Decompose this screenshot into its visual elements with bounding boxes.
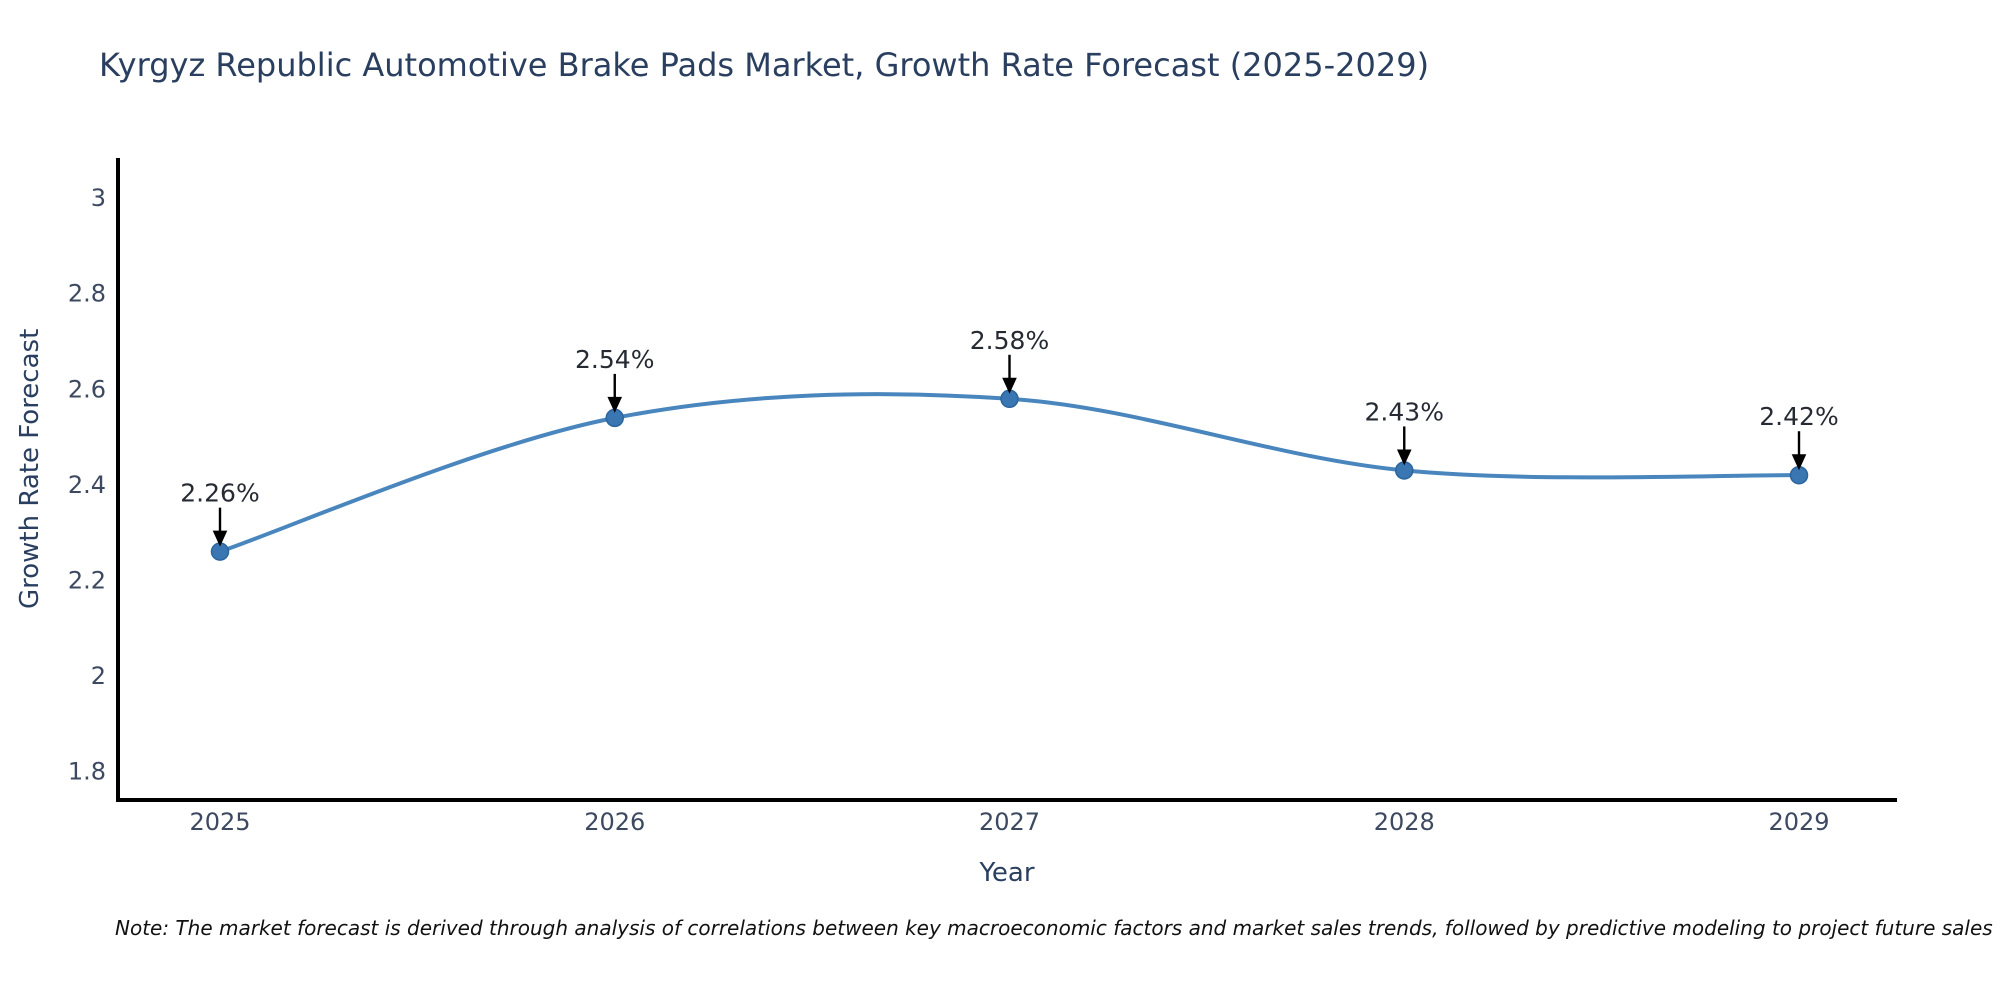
annotation-label: 2.26% (180, 479, 259, 508)
series-line (218, 392, 1801, 554)
x-tick-label: 2027 (979, 808, 1040, 836)
x-tick-label: 2028 (1374, 808, 1435, 836)
x-tick-label: 2026 (584, 808, 645, 836)
y-tick-label: 1.8 (68, 757, 106, 785)
x-axis-title: Year (979, 858, 1035, 888)
annotation-arrow-head (1002, 377, 1017, 394)
annotation-arrow-head (1791, 454, 1807, 471)
x-tick-label: 2029 (1768, 808, 1829, 836)
y-tick-label: 3 (91, 184, 106, 212)
annotation-arrow-head (212, 530, 228, 547)
y-tick-label: 2.6 (68, 375, 106, 403)
annotation-arrow-head (607, 396, 623, 413)
annotation-label: 2.58% (970, 326, 1049, 355)
chart-title: Kyrgyz Republic Automotive Brake Pads Ma… (99, 46, 1430, 84)
y-tick-label: 2.4 (68, 471, 106, 499)
footnote: Note: The market forecast is derived thr… (115, 916, 1993, 940)
y-tick-label: 2 (91, 662, 106, 690)
x-tick-label: 2025 (189, 808, 250, 836)
annotation-label: 2.42% (1759, 402, 1838, 431)
annotation-arrow-head (1396, 449, 1412, 466)
y-tick-label: 2.8 (68, 280, 106, 308)
annotation-label: 2.43% (1365, 397, 1444, 426)
y-tick-label: 2.2 (68, 566, 106, 594)
annotation-label: 2.54% (575, 345, 654, 374)
